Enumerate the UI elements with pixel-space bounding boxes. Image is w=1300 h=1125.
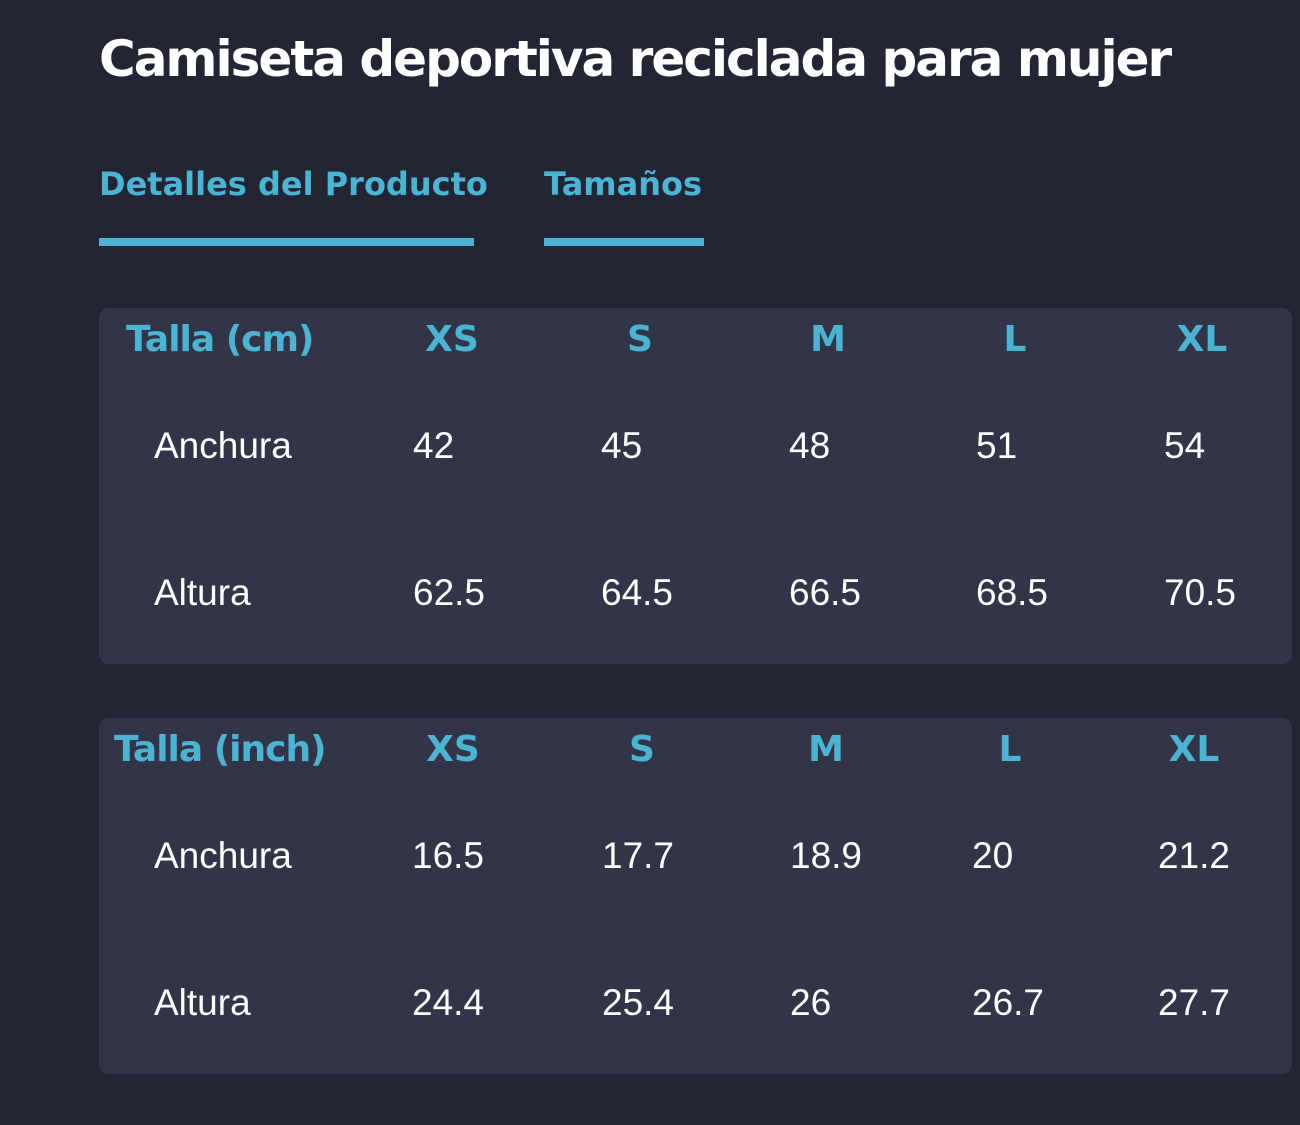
table-cell: 48 bbox=[789, 425, 831, 466]
table-cell: 20 bbox=[972, 835, 1014, 876]
table-cell: 26.7 bbox=[972, 982, 1045, 1023]
row-label-altura: Altura bbox=[154, 572, 251, 613]
row-label-altura: Altura bbox=[154, 982, 251, 1023]
size-header-s: S bbox=[627, 319, 653, 360]
page-title: Camiseta deportiva reciclada para mujer bbox=[99, 30, 1172, 88]
table-cell: 54 bbox=[1164, 425, 1206, 466]
size-header-m: M bbox=[810, 319, 846, 360]
table-cell: 66.5 bbox=[789, 572, 862, 613]
table-cell: 26 bbox=[790, 982, 832, 1023]
size-table-cm: Talla (cm) XS S M L XL Anchura 42 45 48 … bbox=[99, 308, 1292, 664]
size-table-inch: Talla (inch) XS S M L XL Anchura 16.5 17… bbox=[99, 718, 1292, 1074]
table-cell: 70.5 bbox=[1164, 572, 1237, 613]
table-cell: 16.5 bbox=[412, 835, 485, 876]
table-cell: 45 bbox=[601, 425, 643, 466]
size-header-xl: XL bbox=[1168, 729, 1220, 770]
size-header-m: M bbox=[808, 729, 844, 770]
table-cell: 24.4 bbox=[412, 982, 485, 1023]
tab-underline bbox=[99, 238, 474, 246]
size-header-xs: XS bbox=[425, 319, 479, 360]
table-cell: 21.2 bbox=[1158, 835, 1231, 876]
table-header-label: Talla (inch) bbox=[114, 729, 327, 770]
size-header-l: L bbox=[998, 729, 1022, 770]
table-cell: 27.7 bbox=[1158, 982, 1231, 1023]
table-header-label: Talla (cm) bbox=[126, 319, 314, 360]
tab-underline bbox=[544, 238, 704, 246]
row-label-anchura: Anchura bbox=[154, 835, 292, 876]
tab-product-details[interactable]: Detalles del Producto bbox=[99, 160, 488, 246]
table-cell: 64.5 bbox=[601, 572, 674, 613]
table-cell: 68.5 bbox=[976, 572, 1049, 613]
size-header-xs: XS bbox=[426, 729, 480, 770]
table-cell: 42 bbox=[413, 425, 455, 466]
table-cell: 17.7 bbox=[602, 835, 675, 876]
size-header-s: S bbox=[629, 729, 655, 770]
size-header-l: L bbox=[1003, 319, 1027, 360]
table-cell: 18.9 bbox=[790, 835, 863, 876]
size-header-xl: XL bbox=[1176, 319, 1228, 360]
tab-label: Detalles del Producto bbox=[99, 165, 488, 203]
tab-sizes[interactable]: Tamaños bbox=[544, 160, 704, 246]
table-cell: 62.5 bbox=[413, 572, 486, 613]
table-cell: 25.4 bbox=[602, 982, 675, 1023]
table-cell: 51 bbox=[976, 425, 1018, 466]
row-label-anchura: Anchura bbox=[154, 425, 292, 466]
tab-label: Tamaños bbox=[544, 165, 703, 203]
